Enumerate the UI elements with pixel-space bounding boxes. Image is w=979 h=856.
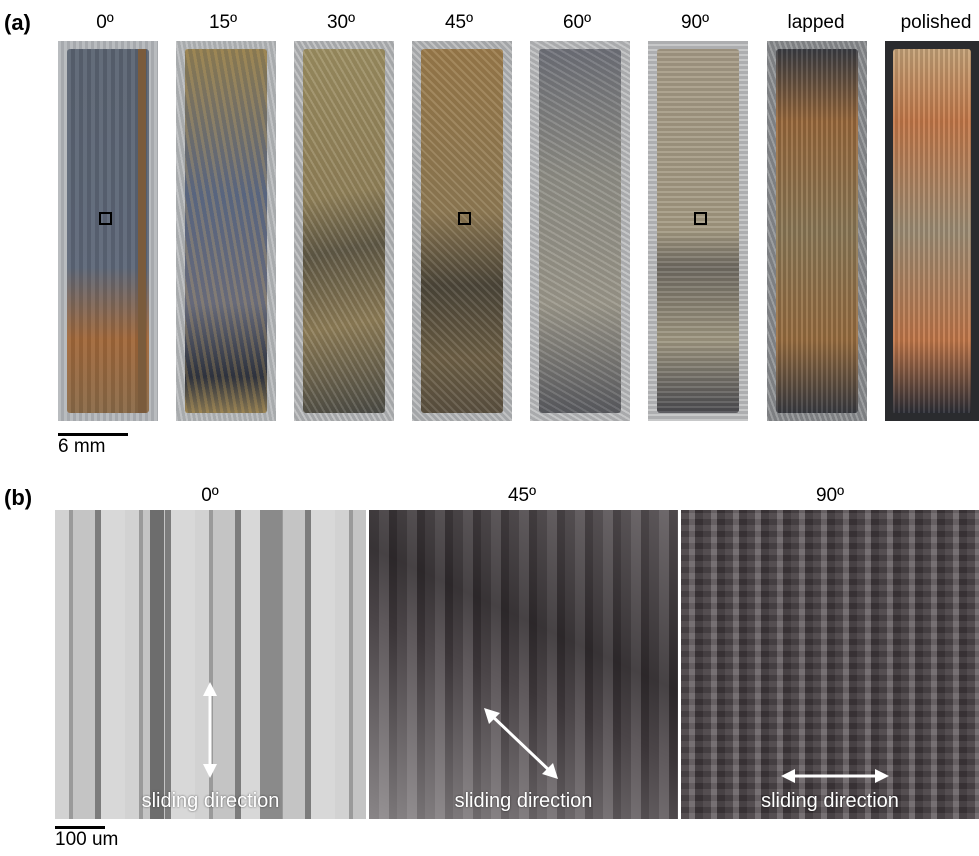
sample-photo-45 [412, 41, 512, 421]
sample-photo-15 [176, 41, 276, 421]
sem-image-45: sliding direction [369, 510, 678, 819]
sample-photo-polished [885, 41, 979, 421]
scale-bar-a-label: 6 mm [58, 436, 106, 457]
angle-label-90: 90º [680, 12, 710, 33]
sem-angle-label-45: 45º [507, 485, 537, 506]
sem-angle-label-90: 90º [815, 485, 845, 506]
region-marker-45 [458, 212, 471, 225]
angle-label-lapped: lapped [787, 12, 845, 33]
sem-angle-label-0: 0º [201, 485, 219, 506]
sem-image-90: sliding direction [681, 510, 979, 819]
angle-label-30: 30º [326, 12, 356, 33]
sliding-direction-arrow-0 [203, 682, 217, 778]
angle-label-15: 15º [208, 12, 238, 33]
sliding-direction-label-45: sliding direction [454, 790, 593, 812]
panel-b-label: (b) [4, 485, 33, 510]
sliding-direction-arrow-45 [484, 708, 558, 779]
region-marker-0 [99, 212, 112, 225]
scale-bar-a [58, 433, 128, 436]
sample-photo-60 [530, 41, 630, 421]
scale-bar-b [55, 826, 105, 829]
sample-photo-30 [294, 41, 394, 421]
region-marker-90 [694, 212, 707, 225]
sample-photo-90 [648, 41, 748, 421]
angle-label-60: 60º [562, 12, 592, 33]
angle-label-0: 0º [96, 12, 114, 33]
sample-photo-0 [58, 41, 158, 421]
panel-a-label: (a) [4, 10, 31, 35]
sem-image-0: sliding direction [55, 510, 366, 819]
sliding-direction-arrow-90 [781, 769, 889, 783]
sliding-direction-label-0: sliding direction [141, 790, 280, 812]
angle-label-polished: polished [900, 12, 972, 33]
sliding-direction-label-90: sliding direction [761, 790, 899, 812]
sample-photo-lapped [767, 41, 867, 421]
scale-bar-b-label: 100 um [55, 829, 119, 850]
angle-label-45: 45º [444, 12, 474, 33]
